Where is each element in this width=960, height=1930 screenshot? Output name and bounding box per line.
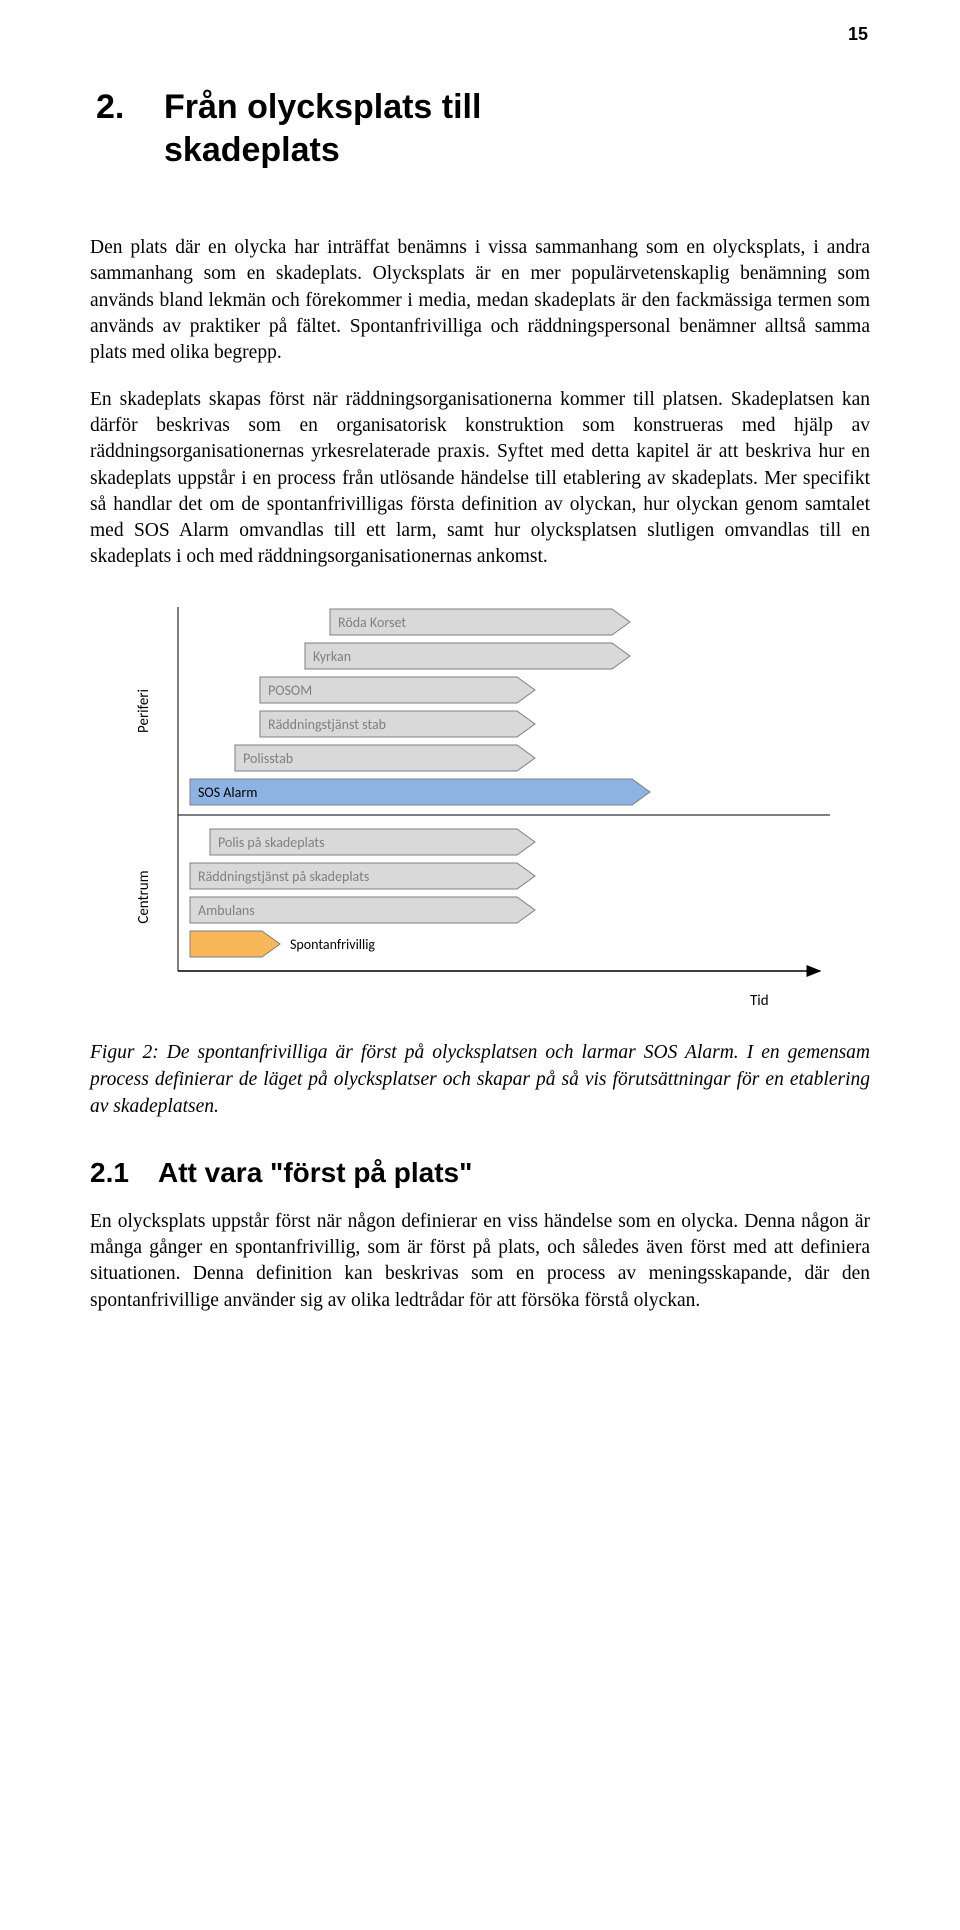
svg-text:Ambulans: Ambulans (198, 902, 255, 919)
section-title-text: Att vara "först på plats" (158, 1157, 472, 1188)
timeline-diagram: Röda Korset KyrkanPOSOM Räddningstjänst st… (90, 599, 870, 1019)
svg-text:POSOM: POSOM (268, 682, 312, 699)
section-title: 2.1Att vara "först på plats" (90, 1157, 870, 1189)
document-page: 15 2.Från olycksplats till skadeplats De… (0, 0, 960, 1930)
svg-text:Periferi: Periferi (135, 689, 153, 733)
svg-text:Spontanfrivillig: Spontanfrivillig (290, 936, 375, 953)
svg-text:Räddningstjänst på skadeplats: Räddningstjänst på skadeplats (198, 868, 369, 885)
svg-text:Polisstab: Polisstab (243, 750, 293, 767)
paragraph-3: En olycksplats uppstår först när någon d… (90, 1209, 870, 1314)
figure-caption: Figur 2: De spontanfrivilliga är först p… (90, 1039, 870, 1121)
svg-text:Polis på skadeplats: Polis på skadeplats (218, 834, 325, 851)
paragraph-1: Den plats där en olycka har inträffat be… (90, 235, 870, 367)
svg-text:Kyrkan: Kyrkan (313, 648, 351, 665)
page-number: 15 (848, 24, 868, 45)
chapter-title: 2.Från olycksplats till skadeplats (90, 86, 870, 171)
svg-text:Räddningstjänst stab: Räddningstjänst stab (268, 716, 386, 733)
svg-text:Tid: Tid (750, 992, 769, 1010)
section-number: 2.1 (90, 1157, 158, 1189)
svg-text:SOS Alarm: SOS Alarm (198, 784, 257, 801)
chapter-title-line1: Från olycksplats till (164, 88, 481, 126)
chapter-number: 2. (96, 86, 164, 129)
chapter-title-line2: skadeplats (164, 129, 870, 172)
svg-text:Röda Korset: Röda Korset (338, 614, 406, 631)
paragraph-2: En skadeplats skapas först när räddnings… (90, 387, 870, 571)
svg-text:Centrum: Centrum (135, 870, 153, 923)
